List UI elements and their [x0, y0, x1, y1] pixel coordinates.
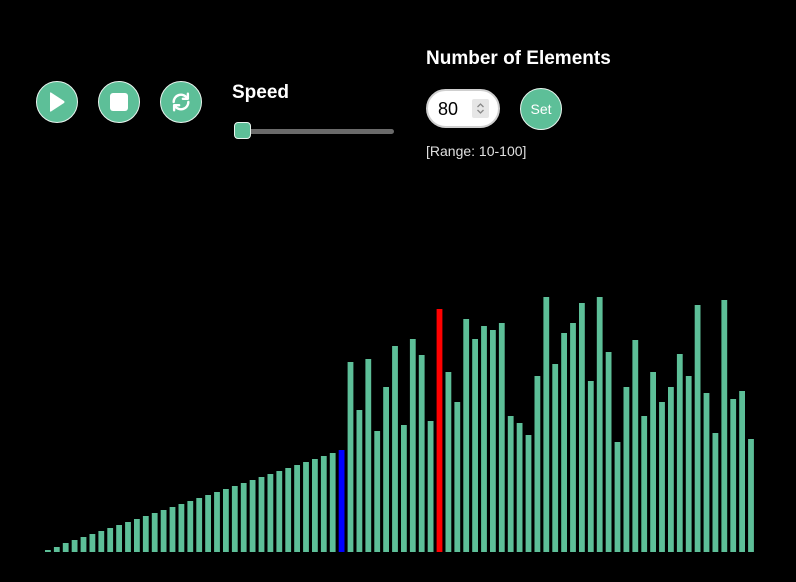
- refresh-icon: [172, 92, 190, 112]
- array-bar: [71, 540, 78, 552]
- stop-button[interactable]: [98, 81, 140, 123]
- array-bar: [418, 355, 425, 552]
- array-bar: [267, 474, 274, 552]
- array-bar: [134, 519, 140, 552]
- array-bar: [561, 333, 567, 552]
- array-bar: [739, 391, 745, 552]
- array-bar: [516, 423, 523, 552]
- array-bar: [694, 305, 701, 552]
- speed-slider-track[interactable]: [236, 129, 394, 134]
- array-bar: [231, 486, 238, 552]
- play-button[interactable]: [36, 81, 78, 123]
- array-bar: [285, 468, 292, 552]
- array-bar: [53, 547, 60, 552]
- array-bar: [62, 543, 69, 552]
- array-bar: [730, 399, 737, 552]
- array-bar: [383, 387, 389, 552]
- number-of-elements-input[interactable]: 80: [426, 89, 500, 128]
- array-bar: [712, 433, 719, 552]
- array-bar: [721, 300, 728, 552]
- array-bar: [223, 489, 229, 552]
- array-bar: [401, 425, 407, 552]
- array-bar: [463, 319, 470, 552]
- array-bar: [570, 323, 576, 552]
- array-bar: [374, 431, 381, 552]
- array-bar: [312, 459, 318, 552]
- array-bar: [160, 510, 167, 552]
- array-bar: [481, 326, 487, 552]
- range-note: [Range: 10-100]: [426, 143, 527, 159]
- array-bar: [98, 531, 105, 552]
- array-bar: [668, 387, 674, 552]
- array-bar: [436, 309, 443, 552]
- array-bar: [641, 416, 648, 552]
- array-bar: [89, 534, 96, 552]
- array-bar: [392, 346, 398, 552]
- array-bar: [329, 453, 336, 552]
- array-bar: [472, 339, 478, 552]
- array-bar: [650, 372, 656, 552]
- array-bar: [365, 359, 372, 552]
- array-bar: [579, 303, 585, 552]
- array-bar: [676, 354, 683, 552]
- array-bar: [748, 439, 754, 552]
- array-bar: [507, 416, 514, 552]
- array-bar: [178, 504, 185, 552]
- array-bar: [240, 483, 247, 552]
- array-bar: [249, 480, 256, 552]
- array-bar: [320, 456, 327, 552]
- array-bar: [107, 528, 114, 552]
- array-bar: [490, 330, 496, 552]
- set-button[interactable]: Set: [520, 88, 562, 130]
- array-bar: [445, 372, 452, 552]
- array-bar: [632, 340, 639, 552]
- array-bar: [623, 387, 630, 552]
- speed-slider-handle[interactable]: [234, 122, 251, 139]
- array-bar: [276, 471, 283, 552]
- array-bar: [409, 339, 416, 552]
- number-stepper[interactable]: [472, 99, 489, 118]
- array-bar: [659, 402, 665, 552]
- number-of-elements-value: 80: [438, 99, 459, 119]
- number-of-elements-label: Number of Elements: [426, 48, 611, 69]
- array-bar: [596, 297, 603, 552]
- array-bar: [356, 410, 363, 552]
- reset-button[interactable]: [160, 81, 202, 123]
- array-bar: [347, 362, 354, 552]
- array-bar: [338, 450, 345, 552]
- array-bar: [525, 435, 532, 552]
- array-bar: [534, 376, 541, 552]
- array-bar: [303, 462, 309, 552]
- play-icon: [50, 92, 65, 112]
- array-bar: [294, 465, 300, 552]
- array-bar: [685, 376, 692, 552]
- array-bar: [605, 352, 612, 552]
- array-bar: [427, 421, 434, 552]
- array-bar: [703, 393, 710, 552]
- array-bar: [214, 492, 220, 552]
- array-bar: [205, 495, 211, 552]
- array-bar: [142, 516, 149, 552]
- array-bar: [116, 525, 122, 552]
- stepper-arrows-icon: [477, 103, 484, 114]
- array-bar: [498, 323, 505, 552]
- array-bar: [45, 550, 51, 552]
- array-bar: [80, 537, 87, 552]
- array-bar: [169, 507, 176, 552]
- array-bar: [552, 364, 559, 552]
- array-bar: [543, 297, 550, 552]
- stop-icon: [110, 93, 128, 111]
- array-bar: [258, 477, 265, 552]
- speed-label: Speed: [232, 82, 290, 103]
- array-bar: [125, 522, 131, 552]
- array-bar: [614, 442, 621, 552]
- array-bar: [151, 513, 158, 552]
- array-bar: [196, 498, 203, 552]
- array-bar: [454, 402, 461, 552]
- array-bar: [187, 501, 194, 552]
- array-bar: [587, 381, 594, 552]
